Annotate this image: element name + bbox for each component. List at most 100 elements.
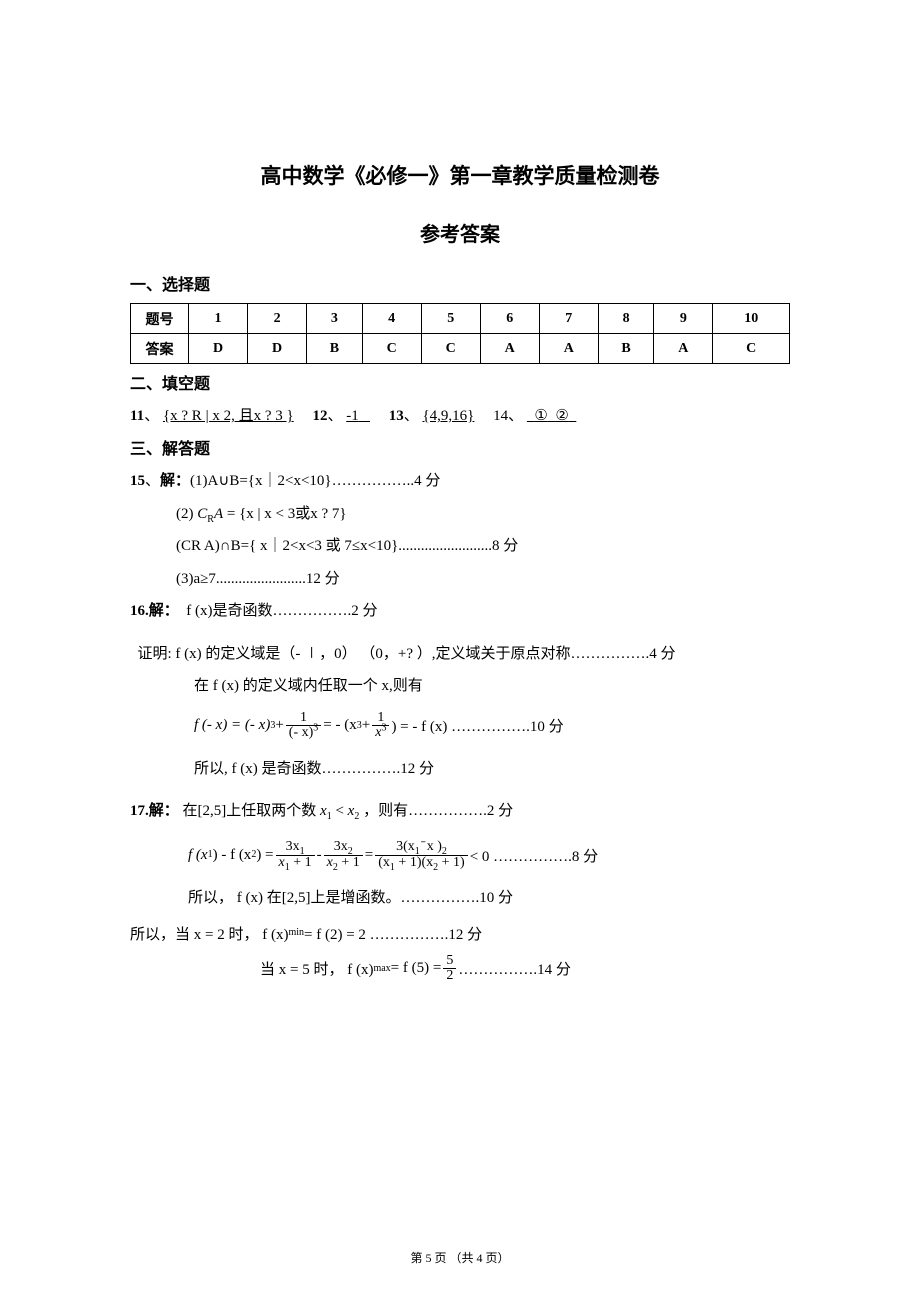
q16-head: 解：	[149, 603, 179, 619]
q15-line-4: (3)a≥7........................12 分	[176, 565, 790, 594]
q17-eq-lhs: f (x	[188, 847, 208, 864]
q17-frac-1: 3x1 x1 + 1	[276, 840, 315, 870]
cell: C	[362, 334, 421, 364]
q15-part1: (1)A∪B={x｜2<x<10}……………..4 分	[190, 473, 440, 489]
answer-table: 题号 1 2 3 4 5 6 7 8 9 10 答案 D D B C C A A…	[130, 303, 790, 364]
frac-num: 5	[443, 954, 456, 969]
q17-l4-post: = f (2) = 2 …………….12 分	[304, 923, 482, 944]
cell: 5	[421, 304, 480, 334]
q15-l2-sub: R	[207, 514, 214, 525]
q14-answer-1: ①	[534, 408, 547, 424]
q17-frac-3: 3(x1 ̄ x )2 (x1 + 1)(x2 + 1)	[375, 840, 467, 870]
q17-head: 解：	[149, 803, 179, 819]
cell: 6	[480, 304, 539, 334]
q14-answer-2: ②	[555, 408, 568, 424]
cell: 7	[539, 304, 598, 334]
q11-label: 11	[130, 408, 144, 424]
table-row: 答案 D D B C C A A B A C	[131, 334, 790, 364]
q16-line-2: 证明: f (x) 的定义域是（- ∣，0） （0，+? ）,定义域关于原点对称…	[130, 640, 790, 669]
q17-label: 17.	[130, 803, 149, 819]
q17-line-4: 所以，当 x = 2 时， f (x)min = f (2) = 2 ………………	[130, 923, 790, 944]
cell: A	[654, 334, 713, 364]
q16-label: 16.	[130, 603, 149, 619]
cell: B	[307, 334, 363, 364]
cell: C	[421, 334, 480, 364]
q15-l2-c: C	[197, 506, 207, 522]
q17-x1: x	[320, 803, 327, 819]
q17-l5-frac: 5 2	[443, 954, 456, 984]
frac-num: 1	[297, 711, 310, 726]
q17-l5-pre: 当 x = 5 时， f (x)	[260, 958, 373, 979]
q16-frac-2: 1 x3	[372, 711, 389, 741]
q12-answer: -1	[346, 408, 359, 424]
cell: 8	[598, 304, 654, 334]
cell: 题号	[131, 304, 189, 334]
q15-l2-pre: (2)	[176, 506, 194, 522]
q17-l4-pre: 所以，当 x = 2 时， f (x)	[130, 923, 288, 944]
q15-head: 解：	[160, 473, 190, 489]
q17-l5-mid: = f (5) =	[391, 960, 442, 977]
q17-equation: f (x1 ) - f (x2 ) = 3x1 x1 + 1 - 3x2 x2 …	[188, 840, 790, 870]
q16-l1: f (x)是奇函数…………….2 分	[186, 603, 377, 619]
q15-line-2: (2) CRA = {x | x < 3或x ? 7}	[176, 500, 790, 529]
cell: 2	[248, 304, 307, 334]
q17-lt: <	[335, 803, 347, 819]
q16-line-5: 所以, f (x) 是奇函数…………….12 分	[194, 755, 790, 784]
cell: A	[539, 334, 598, 364]
q16-eq-rhs: ) = - f (x) …………….10 分	[391, 715, 563, 736]
page-title: 高中数学《必修一》第一章教学质量检测卷	[130, 160, 790, 190]
section-2-head: 二、填空题	[130, 370, 790, 394]
q17-s2: 2	[354, 811, 359, 822]
q16-line-3: 在 f (x) 的定义域内任取一个 x,则有	[194, 672, 790, 701]
cell: D	[189, 334, 248, 364]
page-footer: 第 5 页 （共 4 页）	[0, 1249, 920, 1266]
q14-label: 14	[493, 408, 508, 424]
q16-line-1: 16.解： f (x)是奇函数…………….2 分	[130, 597, 790, 626]
cell: 3	[307, 304, 363, 334]
q17-s1: 1	[327, 811, 332, 822]
q17-frac-2: 3x2 x2 + 1	[324, 840, 363, 870]
q16-eq-plus2: +	[362, 717, 370, 734]
answer-key-subtitle: 参考答案	[130, 218, 790, 247]
cell: 4	[362, 304, 421, 334]
cell: A	[480, 334, 539, 364]
q15-l2-a: A	[214, 506, 223, 522]
frac-den: (- x)3	[286, 725, 322, 741]
cell: D	[248, 334, 307, 364]
q16-frac-1: 1 (- x)3	[286, 711, 322, 741]
q12-label: 12	[312, 408, 327, 424]
q13-label: 13	[389, 408, 404, 424]
frac-den: x3	[372, 725, 389, 741]
q17-line-1: 17.解： 在[2,5]上任取两个数 x1 < x2 ，则有…………….2 分	[130, 797, 790, 826]
q17-eq-tail: < 0 …………….8 分	[470, 845, 598, 866]
cell: C	[713, 334, 790, 364]
q15-line-3: (CR A)∩B={ x｜2<x<3 或 7≤x<10}............…	[176, 532, 790, 561]
q15-label: 15	[130, 473, 145, 489]
cell: 9	[654, 304, 713, 334]
q16-eq-plus: +	[275, 717, 283, 734]
section-3-head: 三、解答题	[130, 435, 790, 459]
q16-eq-lhs: f (- x) = (- x)	[194, 717, 270, 734]
q17-line-5: 当 x = 5 时， f (x)max = f (5) = 5 2 …………….…	[260, 954, 790, 984]
q17-eq-minus: -	[317, 847, 322, 864]
q17-eq-eq: =	[365, 847, 373, 864]
q17-eq-mid2: ) =	[256, 847, 273, 864]
q15-line-1: 15、解：(1)A∪B={x｜2<x<10}……………..4 分	[130, 467, 790, 496]
q17-eq-mid1: ) - f (x	[213, 847, 252, 864]
q11-answer: {x ? R | x 2, 且x ? 3 }	[163, 408, 294, 424]
cell: 10	[713, 304, 790, 334]
table-row: 题号 1 2 3 4 5 6 7 8 9 10	[131, 304, 790, 334]
section-1-head: 一、选择题	[130, 271, 790, 295]
q16-l2: 证明: f (x) 的定义域是（- ∣，0） （0，+? ）,定义域关于原点对称…	[138, 646, 676, 662]
q17-l5-tail: …………….14 分	[458, 958, 571, 979]
frac-den: 2	[443, 968, 456, 984]
cell: B	[598, 334, 654, 364]
q13-answer: {4,9,16}	[422, 408, 474, 424]
cell: 答案	[131, 334, 189, 364]
q15-l2-set: = {x | x < 3或x ? 7}	[227, 506, 347, 522]
q17-l1-post: ，则有…………….2 分	[363, 803, 513, 819]
fill-blank-line: 11、 {x ? R | x 2, 且x ? 3 } 12、 -1 13、 {4…	[130, 404, 790, 425]
cell: 1	[189, 304, 248, 334]
q17-line-3: 所以， f (x) 在[2,5]上是增函数。…………….10 分	[188, 884, 790, 913]
q16-equation: f (- x) = (- x)3 + 1 (- x)3 = - (x3 + 1 …	[194, 711, 790, 741]
